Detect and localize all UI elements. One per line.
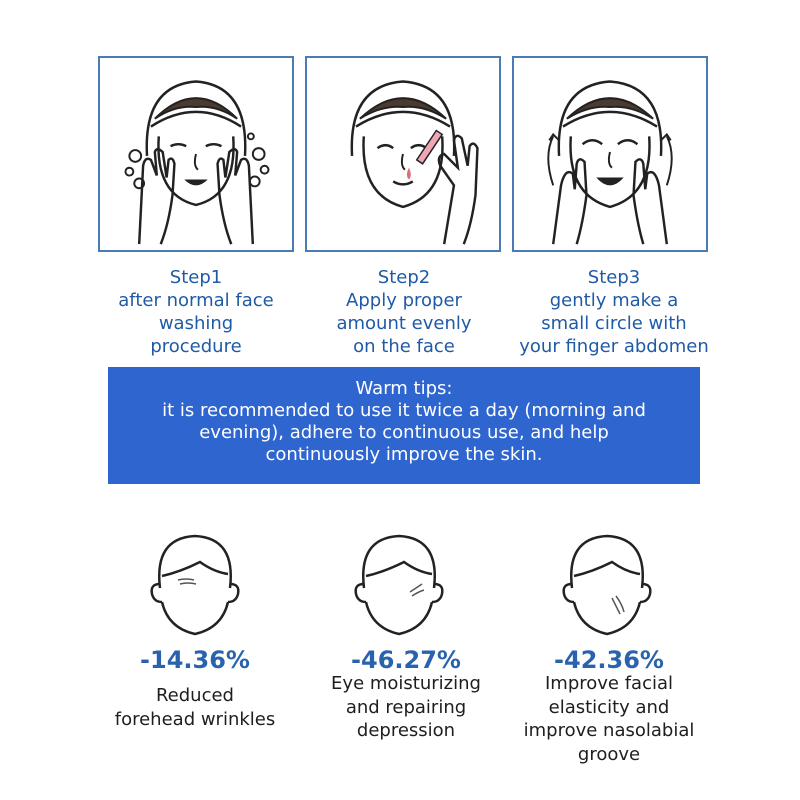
step1-illustration	[98, 56, 294, 252]
result3-line: improve nasolabial	[523, 720, 695, 741]
forehead-face-icon	[140, 528, 250, 640]
result2-line: and repairing	[345, 696, 467, 718]
step1-line: washing	[158, 313, 234, 334]
step1-line: after normal face	[118, 290, 274, 311]
step2-illustration	[305, 56, 501, 252]
result1-line: Reduced	[155, 685, 234, 706]
step1-title: Step1	[169, 267, 223, 288]
step3-line: your finger abdomen	[519, 336, 709, 357]
warm-tips-line: evening), adhere to continuous use, and …	[199, 422, 609, 443]
step3-line: gently make a	[549, 290, 679, 311]
eye-face-icon	[344, 528, 454, 640]
step2-caption: Step2 Apply proper amount evenly on the …	[284, 266, 524, 358]
serum-dropper-illustration	[350, 80, 479, 245]
step2-line: amount evenly	[336, 313, 472, 334]
result3-description: Improve facial elasticity and improve na…	[489, 672, 729, 766]
face-washing-illustration	[124, 80, 270, 245]
step2-line: on the face	[353, 336, 455, 357]
step3-caption: Step3 gently make a small circle with yo…	[494, 266, 734, 358]
result3-line: elasticity and	[548, 696, 670, 718]
result2-line: Eye moisturizing	[331, 673, 481, 694]
step3-illustration	[512, 56, 708, 252]
cheek-face-icon	[552, 528, 662, 640]
result2-description: Eye moisturizing and repairing depressio…	[286, 672, 526, 743]
step3-line: small circle with	[541, 313, 687, 334]
step2-title: Step2	[377, 267, 431, 288]
step1-line: procedure	[150, 336, 242, 357]
result1-description: Reduced forehead wrinkles	[75, 684, 315, 731]
result3-line: groove	[577, 743, 641, 765]
warm-tips-line: continuously improve the skin.	[265, 444, 543, 465]
warm-tips-title: Warm tips:	[355, 378, 453, 399]
step1-caption: Step1 after normal face washing procedur…	[76, 266, 316, 358]
warm-tips-line: it is recommended to use it twice a day …	[162, 400, 646, 421]
result3-value: -42.36%	[554, 646, 664, 674]
face-massage-illustration	[547, 80, 673, 245]
warm-tips-banner: Warm tips: it is recommended to use it t…	[108, 367, 700, 484]
step2-line: Apply proper	[346, 290, 462, 311]
step3-title: Step3	[587, 267, 641, 288]
result2-value: -46.27%	[351, 646, 461, 674]
result1-value: -14.36%	[140, 646, 250, 674]
result2-line: depression	[356, 720, 456, 741]
result3-line: Improve facial	[544, 673, 674, 694]
result1-line: forehead wrinkles	[114, 708, 276, 730]
